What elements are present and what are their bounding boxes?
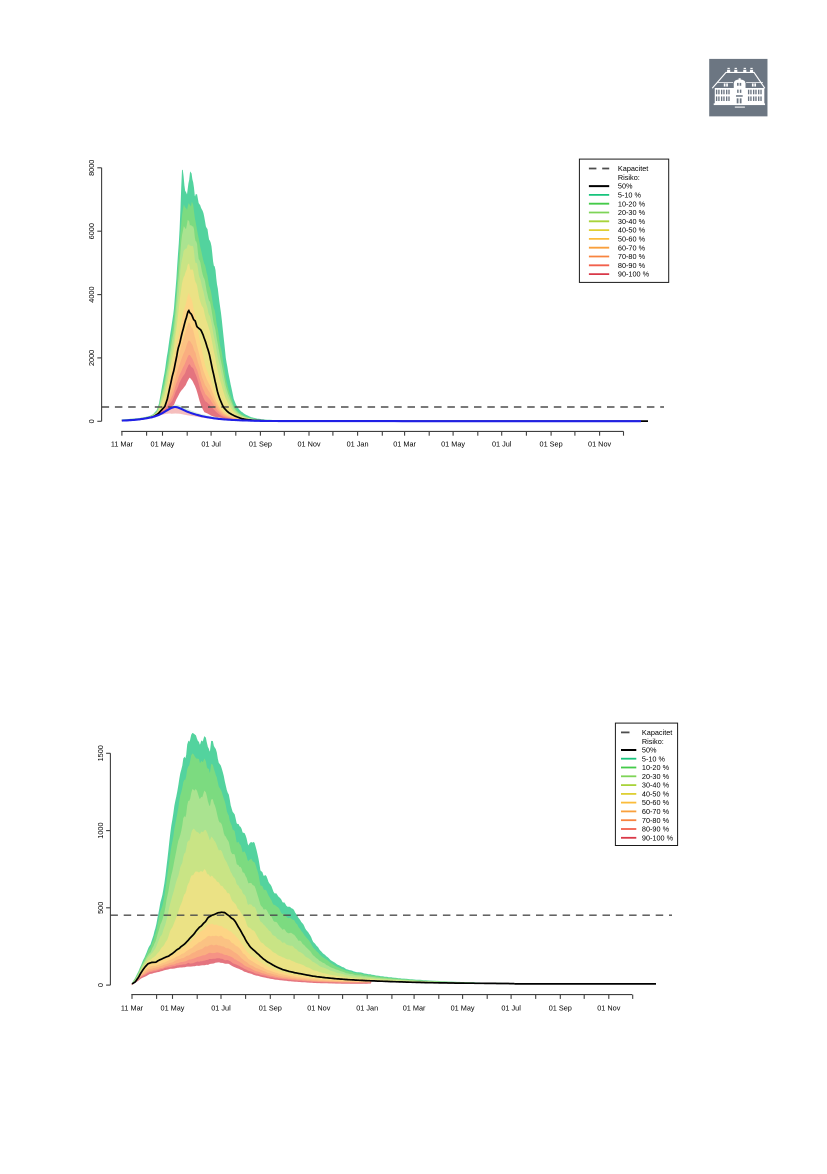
svg-text:70-80 %: 70-80 % (618, 252, 646, 261)
svg-text:11 Mar: 11 Mar (111, 440, 134, 449)
svg-text:500: 500 (96, 902, 105, 914)
svg-text:5-10 %: 5-10 % (642, 754, 666, 763)
svg-text:01 Sep: 01 Sep (540, 440, 563, 449)
svg-text:01 Jul: 01 Jul (501, 1004, 521, 1013)
svg-text:30-40 %: 30-40 % (618, 217, 646, 226)
svg-text:30-40 %: 30-40 % (642, 781, 670, 790)
svg-text:70-80 %: 70-80 % (642, 816, 670, 825)
svg-text:20-30 %: 20-30 % (642, 772, 670, 781)
svg-text:50-60 %: 50-60 % (618, 235, 646, 244)
svg-text:0: 0 (96, 983, 105, 987)
svg-text:60-70 %: 60-70 % (618, 243, 646, 252)
svg-text:10-20 %: 10-20 % (618, 199, 646, 208)
svg-text:Kapacitet: Kapacitet (618, 164, 648, 173)
svg-text:01 Nov: 01 Nov (588, 440, 611, 449)
svg-text:01 Nov: 01 Nov (297, 440, 320, 449)
svg-text:1500: 1500 (96, 745, 105, 761)
svg-text:10-20 %: 10-20 % (642, 763, 670, 772)
svg-text:01 Jul: 01 Jul (211, 1004, 231, 1013)
svg-text:40-50 %: 40-50 % (618, 226, 646, 235)
svg-text:01 Sep: 01 Sep (259, 1004, 282, 1013)
svg-text:Risiko:: Risiko: (618, 173, 640, 182)
svg-text:20-30 %: 20-30 % (618, 208, 646, 217)
svg-text:01 Sep: 01 Sep (549, 1004, 572, 1013)
svg-text:6000: 6000 (87, 223, 96, 239)
svg-text:90-100 %: 90-100 % (642, 833, 674, 842)
svg-text:5-10 %: 5-10 % (618, 191, 642, 200)
svg-text:50-60 %: 50-60 % (642, 798, 670, 807)
svg-text:01 Nov: 01 Nov (307, 1004, 330, 1013)
svg-text:1000: 1000 (96, 822, 105, 838)
svg-text:Kapacitet: Kapacitet (642, 728, 672, 737)
svg-text:50%: 50% (618, 182, 633, 191)
svg-text:01 Sep: 01 Sep (249, 440, 272, 449)
svg-text:80-90 %: 80-90 % (618, 261, 646, 270)
svg-text:50%: 50% (642, 746, 657, 755)
svg-text:11 Mar: 11 Mar (121, 1004, 144, 1013)
svg-text:01 Mar: 01 Mar (403, 1004, 426, 1013)
svg-text:80-90 %: 80-90 % (642, 825, 670, 834)
svg-text:2000: 2000 (87, 350, 96, 366)
svg-text:01 Nov: 01 Nov (597, 1004, 620, 1013)
svg-text:01 Jul: 01 Jul (492, 440, 512, 449)
svg-text:40-50 %: 40-50 % (642, 790, 670, 799)
svg-text:01 Jan: 01 Jan (356, 1004, 378, 1013)
svg-text:01 Mar: 01 Mar (393, 440, 416, 449)
svg-text:01 Jan: 01 Jan (347, 440, 369, 449)
svg-text:Risiko:: Risiko: (642, 737, 664, 746)
svg-text:01 May: 01 May (151, 440, 175, 449)
svg-text:01 Jul: 01 Jul (201, 440, 221, 449)
svg-text:4000: 4000 (87, 286, 96, 302)
svg-text:01 May: 01 May (161, 1004, 185, 1013)
svg-text:8000: 8000 (87, 160, 96, 176)
svg-text:60-70 %: 60-70 % (642, 807, 670, 816)
svg-text:90-100 %: 90-100 % (618, 270, 650, 279)
svg-text:01 May: 01 May (451, 1004, 475, 1013)
svg-text:0: 0 (87, 419, 96, 423)
svg-text:01 May: 01 May (441, 440, 465, 449)
